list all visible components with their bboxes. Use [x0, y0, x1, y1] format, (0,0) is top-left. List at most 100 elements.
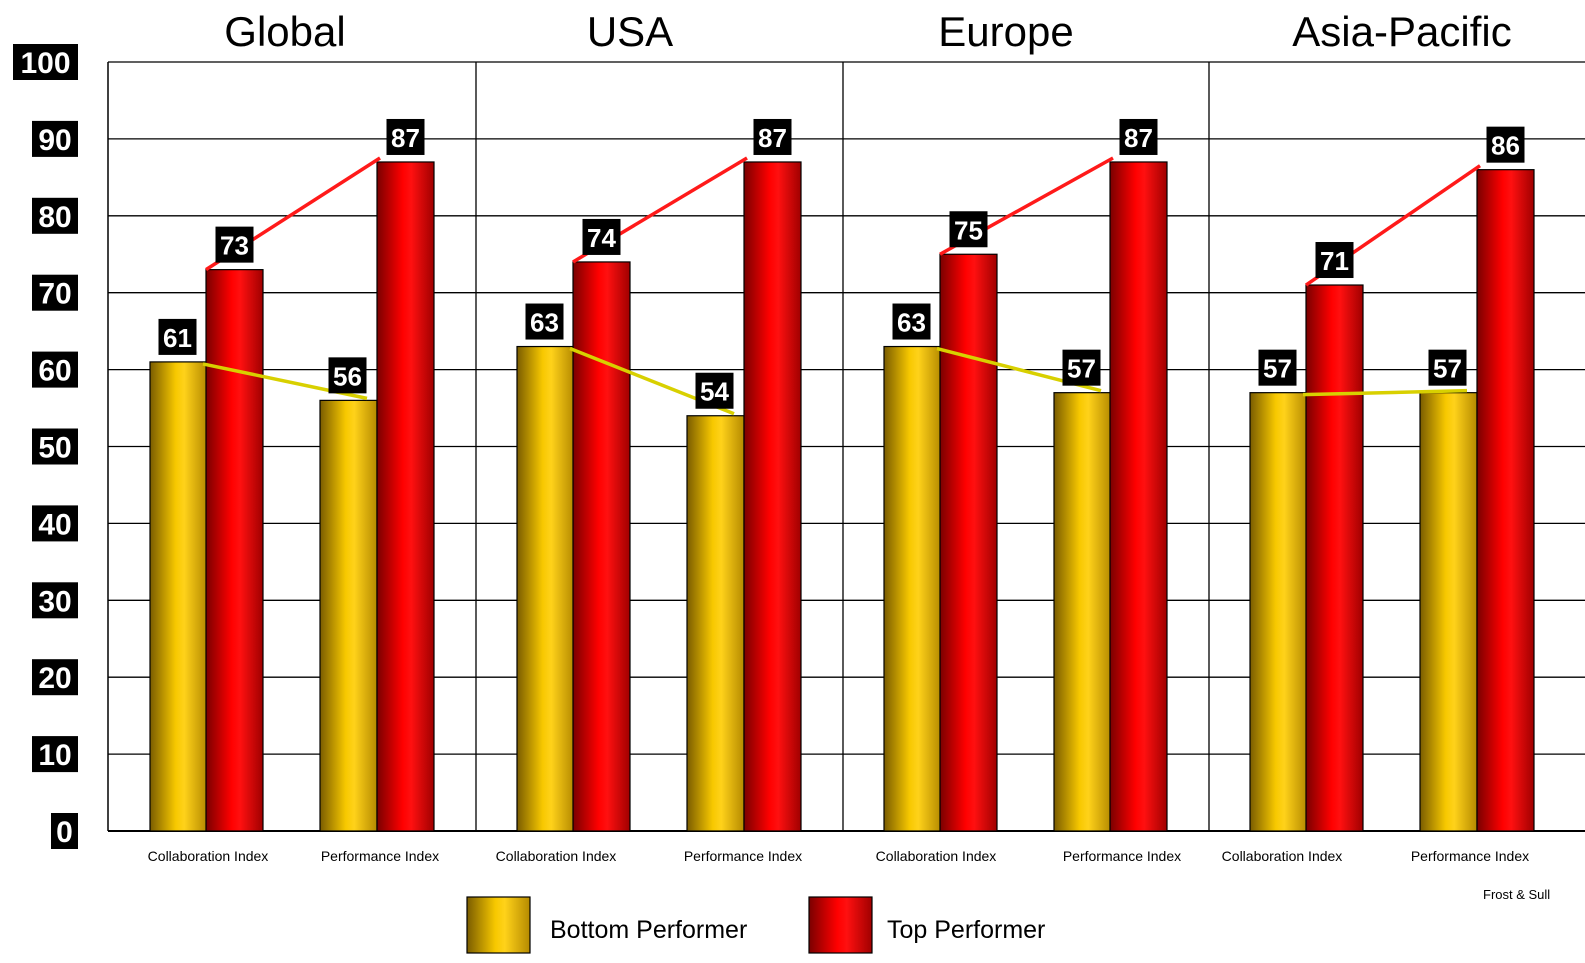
y-tick-text: 0 [56, 816, 73, 849]
value-label: 63 [892, 303, 931, 340]
value-label-text: 87 [391, 123, 420, 153]
y-tick-text: 90 [38, 124, 71, 157]
value-label: 57 [1258, 349, 1297, 386]
category-label: Collaboration Index [148, 848, 269, 864]
bar-top-performer [1305, 284, 1364, 832]
y-tick-box [32, 659, 78, 696]
y-tick-box [32, 351, 78, 388]
y-tick-box [32, 736, 78, 773]
legend-label: Bottom Performer [550, 916, 747, 944]
value-label: 87 [386, 118, 425, 155]
y-tick-label: 40 [32, 505, 78, 542]
bar-bottom-performer [1053, 392, 1112, 832]
bar-top-performer [1109, 161, 1168, 832]
value-label-box [1486, 126, 1525, 163]
data-labels: 61 73 56 87 63 74 54 87 63 75 57 87 57 71 57 86 [158, 118, 1525, 409]
value-label-box [753, 118, 792, 155]
value-label: 54 [695, 372, 734, 409]
value-label-box [695, 372, 734, 409]
value-label: 87 [753, 118, 792, 155]
y-tick-text: 60 [38, 355, 71, 388]
bar-top-performer [572, 261, 631, 832]
value-label-box [525, 303, 564, 340]
y-tick-box [51, 813, 78, 849]
y-axis: 0 10 20 30 40 50 60 70 80 90 100 [13, 44, 78, 849]
y-tick-text: 20 [38, 662, 71, 695]
category-label: Collaboration Index [496, 848, 617, 864]
value-label-text: 74 [587, 223, 616, 253]
y-tick-box [32, 428, 78, 465]
region-title: Europe [938, 8, 1073, 55]
y-tick-label: 100 [13, 44, 78, 80]
bar-bottom-performer [686, 415, 745, 832]
y-tick-label: 20 [32, 659, 78, 696]
value-label-box [892, 303, 931, 340]
y-tick-box [13, 44, 78, 80]
value-label-text: 57 [1433, 354, 1462, 384]
category-label: Performance Index [1411, 848, 1529, 864]
value-label-text: 54 [700, 377, 729, 407]
legend: Bottom Performer Top Performer [466, 896, 1045, 954]
y-tick-text: 30 [38, 585, 71, 618]
value-label-text: 71 [1320, 246, 1349, 276]
y-tick-box [32, 582, 78, 619]
bar-bottom-performer [1249, 392, 1308, 832]
value-label: 57 [1428, 349, 1467, 386]
value-label: 87 [1119, 118, 1158, 155]
legend-label: Top Performer [887, 916, 1045, 944]
value-label-text: 61 [163, 323, 192, 353]
bar-top-performer [205, 269, 264, 832]
y-tick-label: 10 [32, 736, 78, 773]
y-tick-box [32, 120, 78, 157]
y-tick-label: 60 [32, 351, 78, 388]
y-tick-label: 80 [32, 197, 78, 234]
category-label: Performance Index [684, 848, 802, 864]
legend-item: Bottom Performer [466, 896, 747, 954]
value-label-box [386, 118, 425, 155]
trend-line-bottom [1302, 388, 1468, 397]
bar-bottom-performer [1419, 392, 1478, 832]
bar-bottom-performer [883, 345, 942, 832]
bar-bottom-performer [319, 399, 378, 832]
y-tick-text: 50 [38, 432, 71, 465]
value-label-box [1315, 242, 1354, 279]
source-note: Frost & Sull [1483, 887, 1550, 902]
y-tick-text: 10 [38, 739, 71, 772]
category-label: Performance Index [1063, 848, 1181, 864]
y-tick-text: 70 [38, 278, 71, 311]
value-label: 74 [582, 218, 621, 255]
y-tick-text: 80 [38, 201, 71, 234]
y-tick-box [32, 505, 78, 542]
y-tick-text: 100 [20, 47, 70, 80]
value-label: 71 [1315, 242, 1354, 279]
legend-item: Top Performer [808, 896, 1045, 954]
region-title: Global [224, 8, 345, 55]
region-titles: Global USA Europe Asia-Pacific [224, 8, 1511, 55]
value-label-text: 56 [333, 361, 362, 391]
value-label-text: 73 [220, 231, 249, 261]
value-label-text: 63 [897, 308, 926, 338]
bars [149, 161, 1535, 832]
value-label-box [215, 226, 254, 263]
category-label: Performance Index [321, 848, 439, 864]
region-title: USA [587, 8, 673, 55]
y-tick-text: 40 [38, 508, 71, 541]
y-tick-label: 30 [32, 582, 78, 619]
category-label: Collaboration Index [876, 848, 997, 864]
value-label-text: 86 [1491, 131, 1520, 161]
value-label: 61 [158, 318, 197, 355]
y-tick-label: 0 [51, 813, 78, 849]
value-label: 56 [328, 357, 367, 394]
value-label: 75 [949, 211, 988, 248]
value-label-box [1258, 349, 1297, 386]
bar-top-performer [743, 161, 802, 832]
bar-bottom-performer [149, 361, 208, 832]
value-label: 63 [525, 303, 564, 340]
value-label-box [582, 218, 621, 255]
region-title: Asia-Pacific [1292, 8, 1511, 55]
value-label-box [328, 357, 367, 394]
value-label-text: 75 [954, 215, 983, 245]
value-label-box [1062, 349, 1101, 386]
category-label: Collaboration Index [1222, 848, 1343, 864]
